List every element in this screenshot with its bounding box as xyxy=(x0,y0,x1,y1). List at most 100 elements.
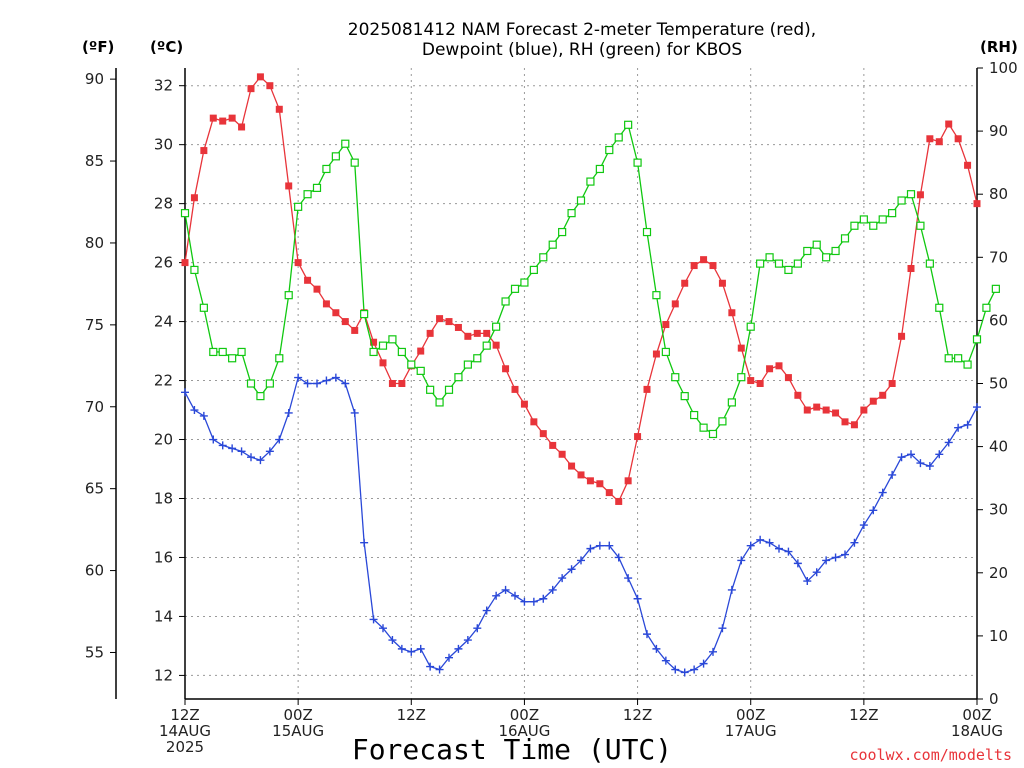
rh-point xyxy=(812,240,821,249)
rh-point xyxy=(746,322,755,331)
temperature-point xyxy=(671,300,679,308)
temperature-point xyxy=(898,332,906,340)
rh-point xyxy=(765,253,774,262)
dewpoint-point xyxy=(256,456,265,465)
dewpoint-point xyxy=(228,444,237,453)
time-tick-label: 00Z xyxy=(283,706,312,724)
temperature-point xyxy=(907,265,915,273)
temperature-point xyxy=(483,329,491,337)
dewpoint-point xyxy=(954,423,963,432)
dewpoint-point xyxy=(577,556,585,565)
dewpoint-point xyxy=(812,568,821,577)
rh-point xyxy=(454,373,463,382)
credit-link[interactable]: coolwx.com/modelts xyxy=(849,746,1012,764)
celsius-tick-label: 20 xyxy=(154,431,173,449)
rh-point xyxy=(444,385,454,394)
rh-point xyxy=(265,379,274,388)
dewpoint-point xyxy=(878,488,887,497)
dewpoint-point xyxy=(558,574,567,583)
celsius-tick-label: 28 xyxy=(154,195,173,213)
temperature-point xyxy=(813,403,821,411)
dewpoint-point xyxy=(586,544,595,553)
rh-point xyxy=(925,259,934,268)
temperature-point xyxy=(294,259,302,267)
rh-tick-label: 60 xyxy=(989,311,1008,329)
dewpoint-point xyxy=(322,376,331,385)
dewpoint-point xyxy=(765,538,774,547)
temperature-point xyxy=(766,365,774,373)
temperature-point xyxy=(417,347,425,355)
temperature-point xyxy=(266,82,274,90)
rh-point xyxy=(859,215,868,224)
fahrenheit-tick-label: 70 xyxy=(85,398,104,416)
temperature-point xyxy=(492,341,500,349)
dewpoint-point xyxy=(784,547,793,556)
dewpoint-point xyxy=(426,662,435,671)
temperature-point xyxy=(304,276,312,284)
temperature-point xyxy=(502,365,510,373)
temperature-point xyxy=(341,318,349,326)
dewpoint-point xyxy=(181,388,189,397)
dewpoint-point xyxy=(360,538,369,547)
dewpoint-point xyxy=(341,379,350,388)
dewpoint-point xyxy=(907,450,915,459)
dewpoint-point xyxy=(925,462,934,471)
rh-point xyxy=(218,347,227,357)
rh-tick-label: 90 xyxy=(989,122,1008,140)
rh-tick-label: 80 xyxy=(989,185,1008,203)
dewpoint-point xyxy=(218,441,227,450)
dewpoint-point xyxy=(492,591,501,600)
temperature-point xyxy=(520,400,528,408)
temperature-point xyxy=(879,391,887,399)
time-tick-label: 15AUG xyxy=(272,722,324,740)
fahrenheit-tick-label: 75 xyxy=(85,316,104,334)
rh-point xyxy=(897,196,906,205)
time-tick-label: 12Z xyxy=(623,706,652,724)
temperature-point xyxy=(700,256,708,264)
temperature-point xyxy=(822,406,830,414)
rh-point xyxy=(756,259,765,268)
dewpoint-point xyxy=(841,550,849,559)
rh-point xyxy=(416,366,425,375)
rh-point xyxy=(972,335,982,344)
dewpoint-line xyxy=(184,376,978,674)
temperature-point xyxy=(615,497,623,505)
dewpoint-point xyxy=(454,644,463,653)
temperature-point xyxy=(803,406,811,414)
temperature-point xyxy=(624,477,632,485)
dewpoint-point xyxy=(303,379,312,388)
temperature-point xyxy=(794,391,802,399)
rh-point xyxy=(991,284,1000,293)
rh-tick-label: 0 xyxy=(989,690,999,708)
temperature-point xyxy=(662,321,670,329)
chart-title: 2025081412 NAM Forecast 2-meter Temperat… xyxy=(348,20,816,60)
temperature-point xyxy=(549,441,557,449)
dewpoint-point xyxy=(690,665,699,674)
rh-point xyxy=(822,253,831,262)
rh-point xyxy=(426,385,435,394)
fahrenheit-tick-label: 65 xyxy=(85,480,104,498)
rh-point xyxy=(246,379,256,388)
dewpoint-point xyxy=(388,636,397,645)
rh-point xyxy=(228,354,237,363)
rh-point xyxy=(576,196,586,205)
chart-title-line-1: 2025081412 NAM Forecast 2-meter Temperat… xyxy=(348,20,816,40)
time-tick-label: 18AUG xyxy=(951,722,1003,740)
rh-point xyxy=(350,158,359,167)
rh-point xyxy=(473,354,482,363)
temperature-point xyxy=(964,161,972,169)
celsius-tick-label: 24 xyxy=(154,313,173,331)
rh-point xyxy=(407,360,416,369)
rh-point xyxy=(312,183,322,192)
rh-point xyxy=(567,209,576,218)
data-series xyxy=(180,73,1000,677)
dewpoint-point xyxy=(529,597,538,606)
rh-point xyxy=(294,202,303,211)
rh-tick-label: 40 xyxy=(989,438,1008,456)
celsius-tick-label: 32 xyxy=(154,77,173,95)
temperature-point xyxy=(539,430,547,438)
dewpoint-point xyxy=(435,665,444,674)
rh-point xyxy=(784,265,793,275)
temperature-point xyxy=(596,480,604,488)
